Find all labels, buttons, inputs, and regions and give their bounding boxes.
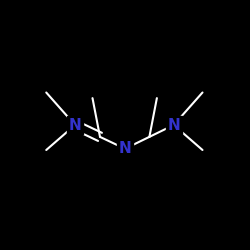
Bar <box>67 116 83 134</box>
Bar <box>117 139 133 158</box>
Text: N: N <box>119 141 132 156</box>
Text: N: N <box>168 118 180 132</box>
Text: N: N <box>68 118 82 132</box>
Bar <box>166 116 182 134</box>
